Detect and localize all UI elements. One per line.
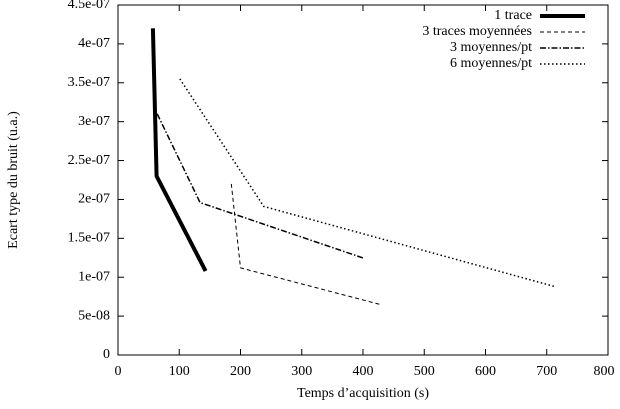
y-tick-label: 4e-07 (78, 36, 110, 51)
y-tick-label: 2e-07 (78, 192, 110, 207)
y-tick-label: 1e-07 (78, 269, 110, 284)
x-tick-label: 600 (475, 364, 496, 379)
legend-label: 1 trace (494, 8, 532, 23)
y-tick-label: 0 (103, 347, 110, 362)
legend-label: 6 moyennes/pt (450, 56, 532, 71)
x-axis-label: Temps d’acquisition (s) (297, 386, 429, 401)
x-tick-label: 0 (115, 364, 122, 379)
y-tick-label: 4.5e-07 (68, 0, 110, 12)
y-tick-label: 3e-07 (78, 114, 110, 129)
x-tick-label: 400 (353, 364, 374, 379)
series-line (230, 183, 381, 305)
x-tick-label: 300 (291, 364, 312, 379)
x-tick-label: 200 (230, 364, 251, 379)
series-line (179, 78, 555, 288)
y-axis-label: Ecart type du bruit (u.a.) (6, 111, 21, 249)
plot-frame (117, 4, 609, 356)
y-tick-label: 2.5e-07 (68, 153, 110, 168)
x-tick-label: 800 (594, 364, 615, 379)
y-tick-label: 3.5e-07 (68, 75, 110, 90)
x-tick-label: 500 (414, 364, 435, 379)
series-line (150, 28, 208, 272)
y-tick-label: 5e-08 (78, 308, 110, 323)
x-tick-label: 100 (169, 364, 190, 379)
legend-label: 3 moyennes/pt (450, 40, 532, 55)
y-tick-label: 1.5e-07 (68, 231, 110, 246)
legend-label: 3 traces moyennées (422, 24, 532, 39)
x-tick-label: 700 (536, 364, 557, 379)
